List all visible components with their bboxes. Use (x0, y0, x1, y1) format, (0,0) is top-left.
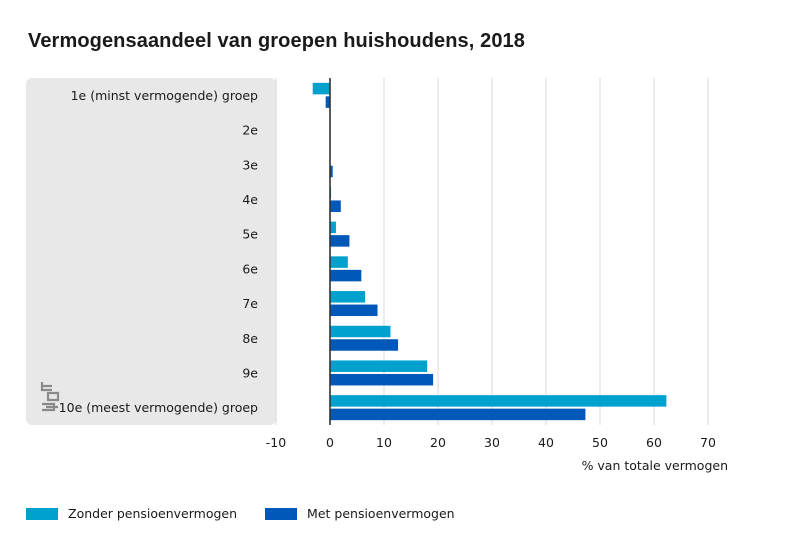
legend-item-met: Met pensioenvermogen (265, 506, 455, 521)
category-label: 9e (242, 365, 258, 380)
x-tick-label: 20 (430, 435, 446, 450)
bar-met (330, 304, 378, 317)
bar-met (330, 373, 434, 386)
category-label: 7e (242, 296, 258, 311)
bar-met (325, 96, 330, 108)
x-tick-label: 70 (700, 435, 716, 450)
chart-title: Vermogensaandeel van groepen huishoudens… (28, 30, 525, 52)
bar-met (330, 269, 362, 282)
bars (312, 82, 667, 421)
bar-met (330, 339, 399, 351)
legend-swatch-zonder (26, 507, 58, 520)
bar-zonder (330, 395, 667, 407)
bar-met (330, 235, 350, 247)
bar-zonder (330, 221, 336, 234)
category-label: 1e (minst vermogende) groep (71, 88, 258, 103)
x-tick-label: 60 (646, 435, 662, 450)
category-label: 6e (242, 261, 258, 276)
category-label-panel (26, 78, 276, 425)
category-label: 4e (242, 192, 258, 207)
category-labels: 1e (minst vermogende) groep 2e 3e 4e 5e 6e 7e 8… (59, 88, 259, 415)
cbs-logo-icon (40, 382, 60, 412)
x-tick-label: 30 (484, 435, 500, 450)
legend-item-zonder: Zonder pensioenvermogen (26, 506, 237, 521)
x-tick-label: 50 (592, 435, 608, 450)
category-label: 8e (242, 331, 258, 346)
x-tick-label: 0 (326, 435, 334, 450)
bar-zonder (330, 325, 391, 338)
legend-label-met: Met pensioenvermogen (307, 506, 455, 521)
bar-met (330, 200, 341, 212)
legend: Zonder pensioenvermogen Met pensioenverm… (26, 506, 483, 521)
bar-met (330, 165, 333, 178)
legend-label-zonder: Zonder pensioenvermogen (68, 506, 238, 521)
category-label: 3e (242, 157, 258, 172)
bar-zonder (330, 360, 428, 372)
bar-met (330, 408, 586, 421)
x-tick-label: 10 (376, 435, 392, 450)
x-tick-label: 40 (538, 435, 554, 450)
category-label: 5e (242, 227, 258, 242)
bar-zonder (312, 82, 330, 95)
x-tick-labels: -10 0 10 20 30 40 50 60 70 (266, 435, 716, 450)
bar-zonder (330, 256, 348, 268)
x-axis-title: % van totale vermogen (582, 458, 728, 473)
legend-swatch-met (265, 507, 298, 520)
x-tick-label: -10 (266, 435, 286, 450)
category-label: 10e (meest vermogende) groep (59, 400, 258, 415)
bar-zonder (330, 291, 366, 303)
category-label: 2e (242, 123, 258, 138)
gridlines (275, 78, 709, 425)
